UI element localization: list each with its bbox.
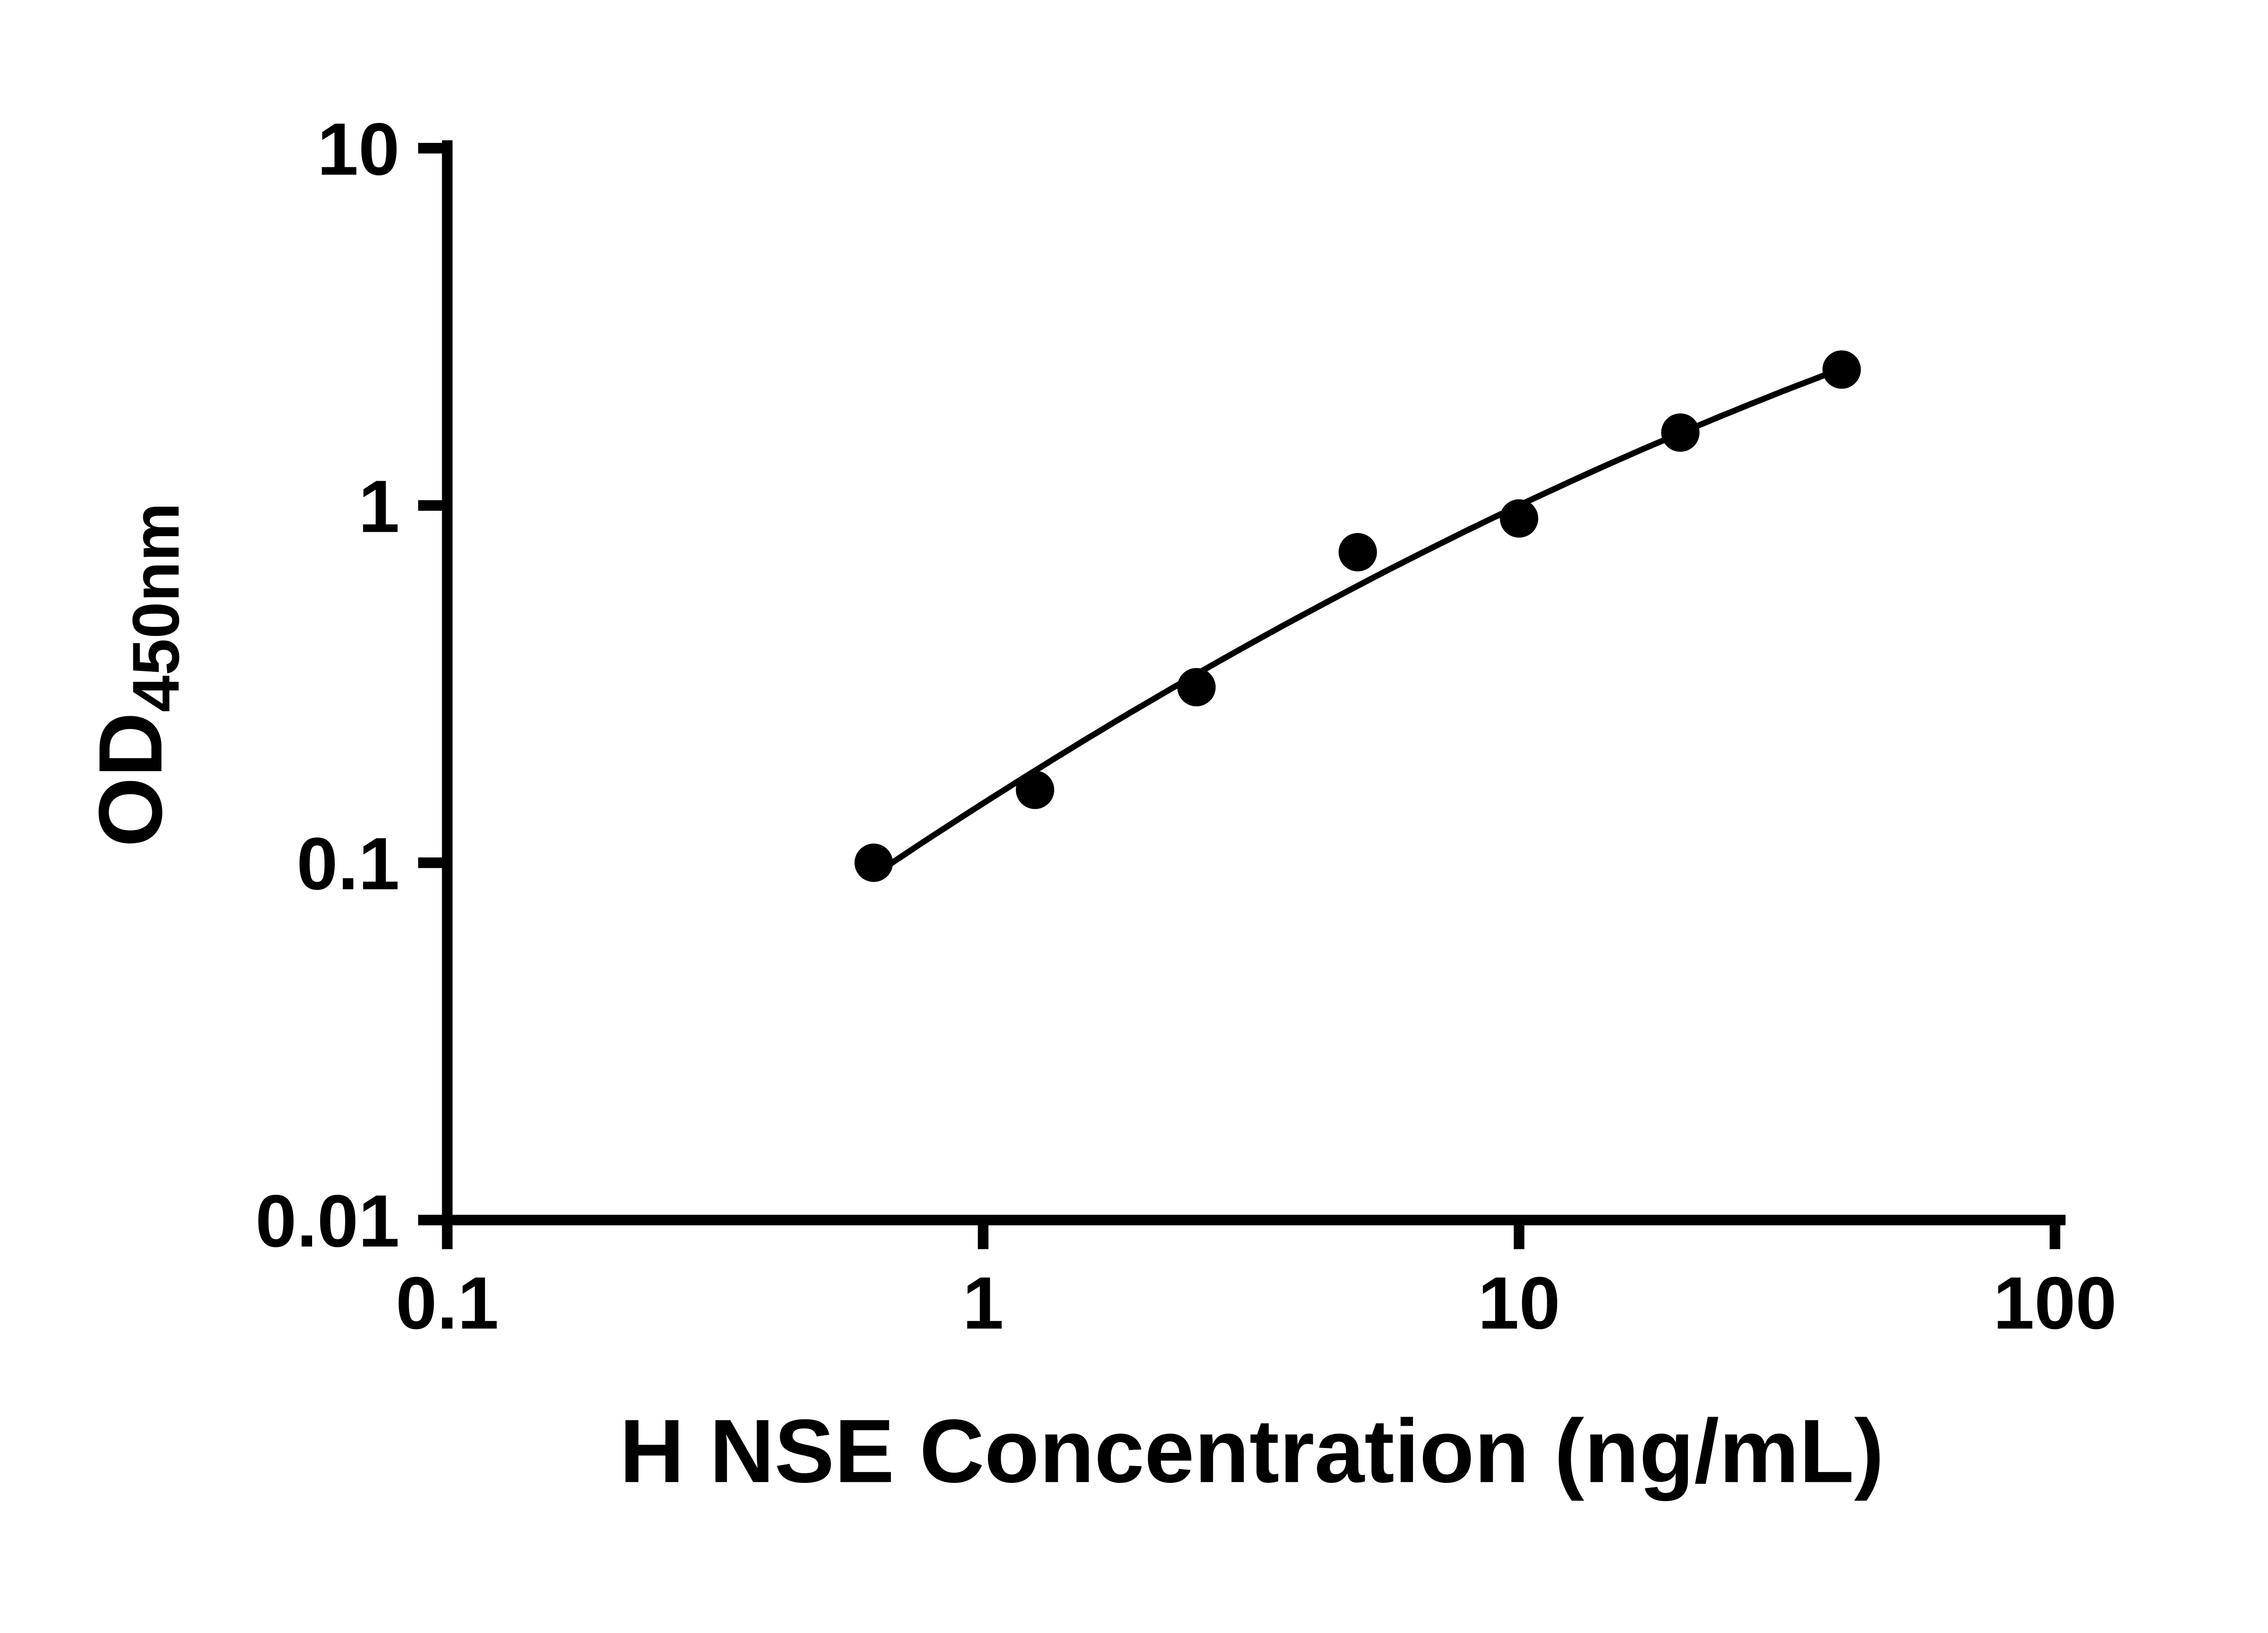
data-point <box>1661 413 1700 452</box>
y-tick-label: 0.01 <box>255 1179 400 1262</box>
data-point <box>1338 533 1377 572</box>
y-tick-label: 10 <box>317 108 400 191</box>
data-point <box>854 843 893 882</box>
data-point <box>1177 668 1216 707</box>
x-tick-label: 10 <box>1478 1261 1560 1345</box>
y-axis-title: OD450nm <box>80 503 193 847</box>
x-tick-label: 1 <box>963 1261 1004 1345</box>
x-tick-label: 0.1 <box>396 1261 499 1345</box>
data-point <box>1500 499 1539 538</box>
y-tick-label: 1 <box>358 465 400 548</box>
standard-curve-figure: 0.1 1 10 100 0.01 0.1 1 10 H NSE Concentration (… <box>80 108 2117 1502</box>
x-axis-title: H NSE Concentration (ng/mL) <box>620 1401 1884 1501</box>
y-axis-title-sub: 450nm <box>119 503 193 712</box>
y-axis-title-main: OD <box>80 712 181 847</box>
axes-frame <box>442 140 2066 1226</box>
data-point <box>1822 350 1861 389</box>
y-tick-label: 0.1 <box>297 822 400 905</box>
data-point <box>1016 770 1055 809</box>
x-tick-label: 100 <box>1993 1261 2117 1345</box>
